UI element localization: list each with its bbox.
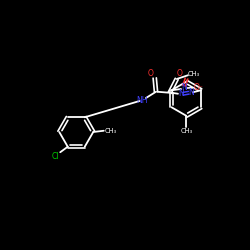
Text: O⁻: O⁻: [194, 83, 203, 92]
Text: O: O: [147, 68, 153, 78]
Text: CH₃: CH₃: [188, 71, 200, 77]
Text: NH: NH: [136, 96, 148, 105]
Text: CH₃: CH₃: [105, 128, 117, 134]
Text: N: N: [188, 88, 194, 97]
Text: N: N: [178, 89, 184, 98]
Text: CH₃: CH₃: [180, 128, 192, 134]
Text: N: N: [182, 84, 187, 92]
Text: O: O: [177, 69, 183, 78]
Text: Cl: Cl: [52, 152, 60, 161]
